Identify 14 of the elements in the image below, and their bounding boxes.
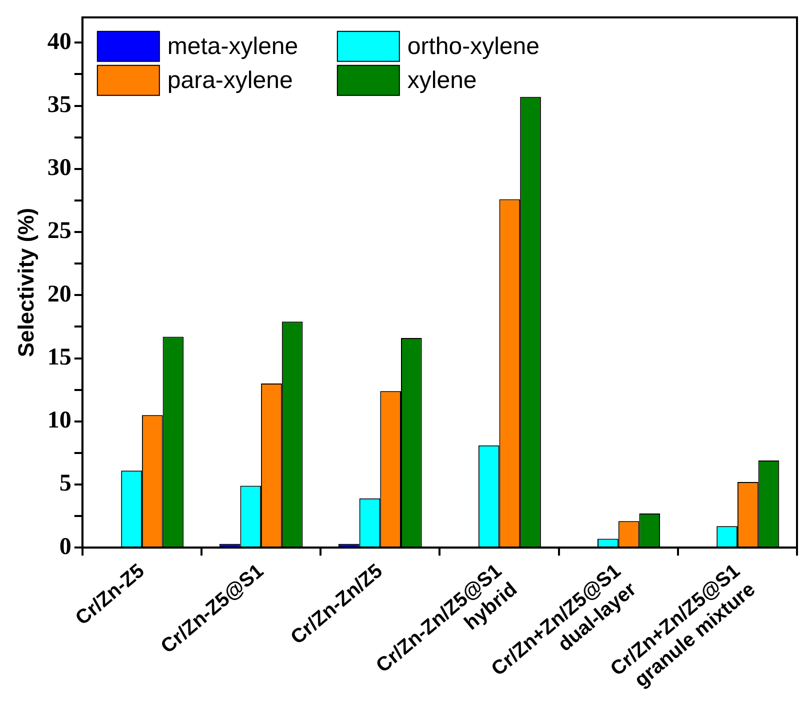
legend-label: meta-xylene <box>167 33 298 60</box>
y-tick-label: 35 <box>47 92 72 118</box>
y-tick-label: 20 <box>47 281 72 308</box>
legend-label: xylene <box>407 67 477 94</box>
y-tick-label: 30 <box>47 155 72 182</box>
y-tick-label: 40 <box>47 28 72 55</box>
y-tick-label: 25 <box>47 218 72 244</box>
y-axis-title: Selectivity (%) <box>13 208 38 358</box>
y-tick-label: 15 <box>47 344 72 370</box>
y-tick-label: 10 <box>47 408 72 434</box>
y-tick-label: 0 <box>59 534 72 560</box>
legend-label: para-xylene <box>167 67 293 94</box>
legend-label: ortho-xylene <box>407 33 540 60</box>
y-tick-label: 5 <box>59 470 72 497</box>
